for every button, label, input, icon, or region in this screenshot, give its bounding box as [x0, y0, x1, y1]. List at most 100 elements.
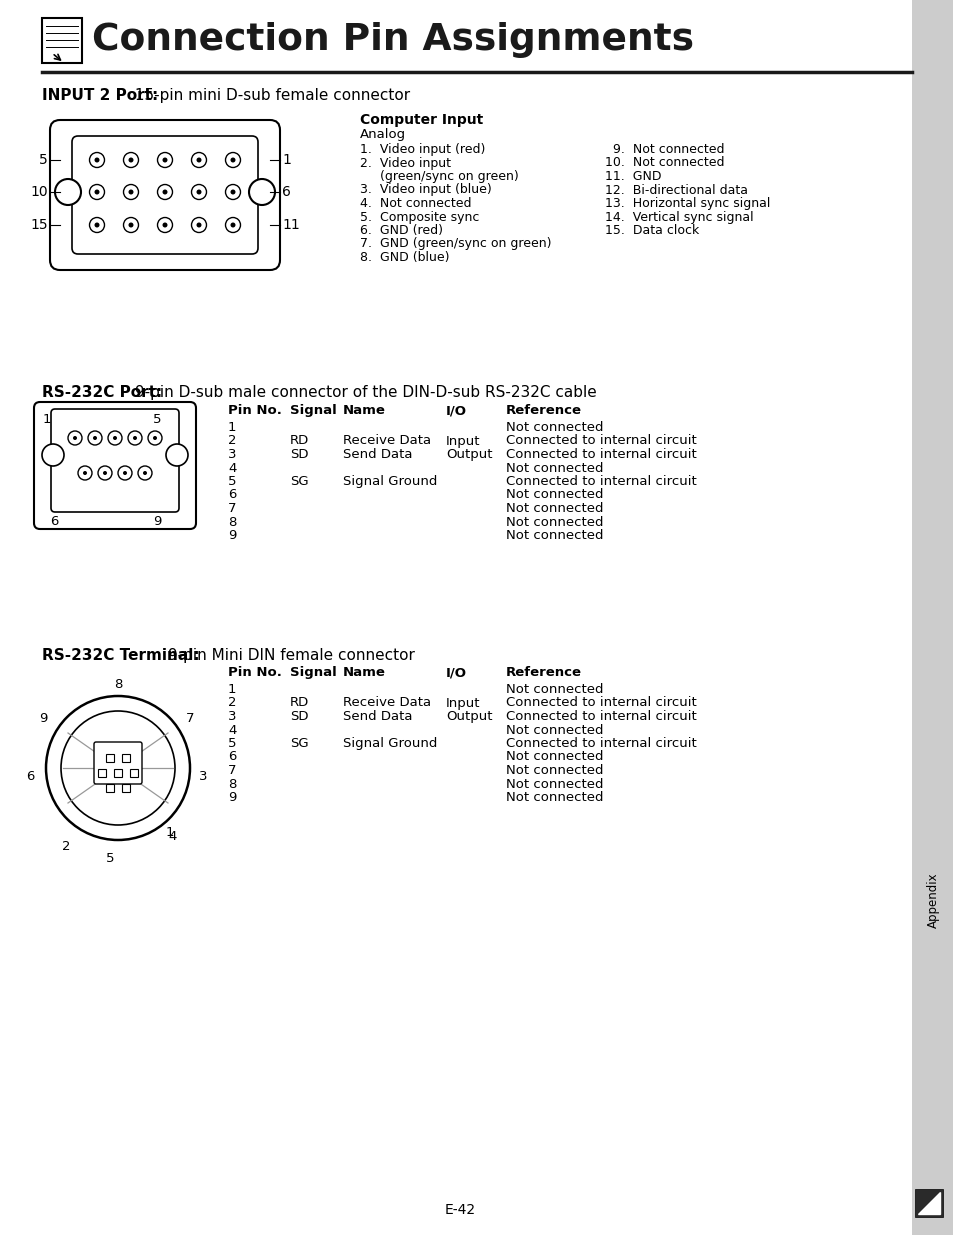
Text: Not connected: Not connected [505, 683, 603, 697]
Text: Receive Data: Receive Data [343, 697, 431, 709]
Text: 11.  GND: 11. GND [604, 170, 660, 183]
Bar [122, 784, 130, 792]
Text: 8: 8 [228, 515, 236, 529]
Text: 15-pin mini D-sub female connector: 15-pin mini D-sub female connector [131, 88, 410, 103]
Circle shape [152, 436, 157, 440]
Circle shape [61, 711, 174, 825]
Text: INPUT 2 Port:: INPUT 2 Port: [42, 88, 158, 103]
Text: 1.  Video input (red): 1. Video input (red) [359, 143, 485, 156]
Circle shape [123, 217, 138, 232]
Circle shape [192, 217, 206, 232]
Text: Connected to internal circuit: Connected to internal circuit [505, 737, 696, 750]
FancyBboxPatch shape [51, 409, 179, 513]
Text: RD: RD [290, 435, 309, 447]
Circle shape [90, 217, 105, 232]
Text: SD: SD [290, 710, 308, 722]
Text: 9.  Not connected: 9. Not connected [604, 143, 723, 156]
Circle shape [118, 466, 132, 480]
Circle shape [42, 445, 64, 466]
Text: 11: 11 [282, 219, 299, 232]
Text: 9: 9 [228, 529, 236, 542]
Text: Signal Ground: Signal Ground [343, 475, 436, 488]
Circle shape [157, 152, 172, 168]
Circle shape [123, 152, 138, 168]
Text: 2: 2 [62, 840, 71, 852]
Circle shape [162, 158, 168, 163]
Text: 8: 8 [228, 778, 236, 790]
Text: Receive Data: Receive Data [343, 435, 431, 447]
Circle shape [196, 222, 201, 227]
Text: Not connected: Not connected [505, 778, 603, 790]
Text: Output: Output [446, 710, 492, 722]
Bar [130, 769, 138, 777]
Text: SG: SG [290, 737, 309, 750]
Circle shape [128, 431, 142, 445]
Text: 1: 1 [228, 683, 236, 697]
Text: 5: 5 [228, 475, 236, 488]
Text: 2.  Video input: 2. Video input [359, 157, 451, 169]
Circle shape [83, 471, 87, 475]
Text: 15.  Data clock: 15. Data clock [604, 224, 699, 237]
Circle shape [162, 222, 168, 227]
Text: 6: 6 [282, 185, 291, 199]
Circle shape [138, 466, 152, 480]
Polygon shape [917, 1192, 939, 1214]
Text: Not connected: Not connected [505, 724, 603, 736]
Text: Signal: Signal [290, 404, 336, 417]
Text: 9-pin Mini DIN female connector: 9-pin Mini DIN female connector [163, 648, 415, 663]
Text: 9: 9 [152, 515, 161, 529]
Circle shape [148, 431, 162, 445]
Text: 5: 5 [228, 737, 236, 750]
Circle shape [157, 184, 172, 200]
Text: 9: 9 [228, 790, 236, 804]
Text: 5.  Composite sync: 5. Composite sync [359, 210, 478, 224]
Text: Connected to internal circuit: Connected to internal circuit [505, 448, 696, 461]
Text: SG: SG [290, 475, 309, 488]
Text: Send Data: Send Data [343, 710, 412, 722]
Text: RD: RD [290, 697, 309, 709]
Text: Name: Name [343, 666, 385, 679]
Text: Input: Input [446, 435, 480, 447]
Text: 4: 4 [228, 724, 236, 736]
Circle shape [157, 217, 172, 232]
Text: I/O: I/O [446, 666, 467, 679]
Text: Output: Output [446, 448, 492, 461]
Circle shape [98, 466, 112, 480]
Text: 1: 1 [166, 826, 174, 840]
Text: Pin No.: Pin No. [228, 404, 281, 417]
Text: Not connected: Not connected [505, 529, 603, 542]
Text: 7.  GND (green/sync on green): 7. GND (green/sync on green) [359, 237, 551, 251]
Text: 14.  Vertical sync signal: 14. Vertical sync signal [604, 210, 753, 224]
Text: Analog: Analog [359, 128, 406, 141]
Text: 6: 6 [50, 515, 58, 529]
Text: 5: 5 [39, 153, 48, 167]
Text: Signal: Signal [290, 666, 336, 679]
Circle shape [162, 189, 168, 194]
Text: Not connected: Not connected [505, 501, 603, 515]
Text: 6: 6 [26, 769, 34, 783]
Circle shape [225, 184, 240, 200]
Circle shape [88, 431, 102, 445]
Text: Connected to internal circuit: Connected to internal circuit [505, 697, 696, 709]
Text: Not connected: Not connected [505, 764, 603, 777]
Text: 5: 5 [106, 851, 114, 864]
Text: Name: Name [343, 404, 385, 417]
Circle shape [46, 697, 190, 840]
Text: 12.  Bi-directional data: 12. Bi-directional data [604, 184, 747, 196]
Circle shape [231, 222, 235, 227]
Text: Not connected: Not connected [505, 462, 603, 474]
Circle shape [143, 471, 147, 475]
Text: 5: 5 [152, 412, 161, 426]
Text: Pin No.: Pin No. [228, 666, 281, 679]
Circle shape [129, 222, 133, 227]
FancyBboxPatch shape [42, 19, 82, 63]
Text: 7: 7 [228, 764, 236, 777]
Circle shape [92, 436, 97, 440]
Text: 10.  Not connected: 10. Not connected [604, 157, 723, 169]
Circle shape [94, 158, 99, 163]
Text: Not connected: Not connected [505, 489, 603, 501]
Circle shape [68, 431, 82, 445]
Text: Not connected: Not connected [505, 790, 603, 804]
Text: Reference: Reference [505, 404, 581, 417]
Bar [98, 769, 106, 777]
